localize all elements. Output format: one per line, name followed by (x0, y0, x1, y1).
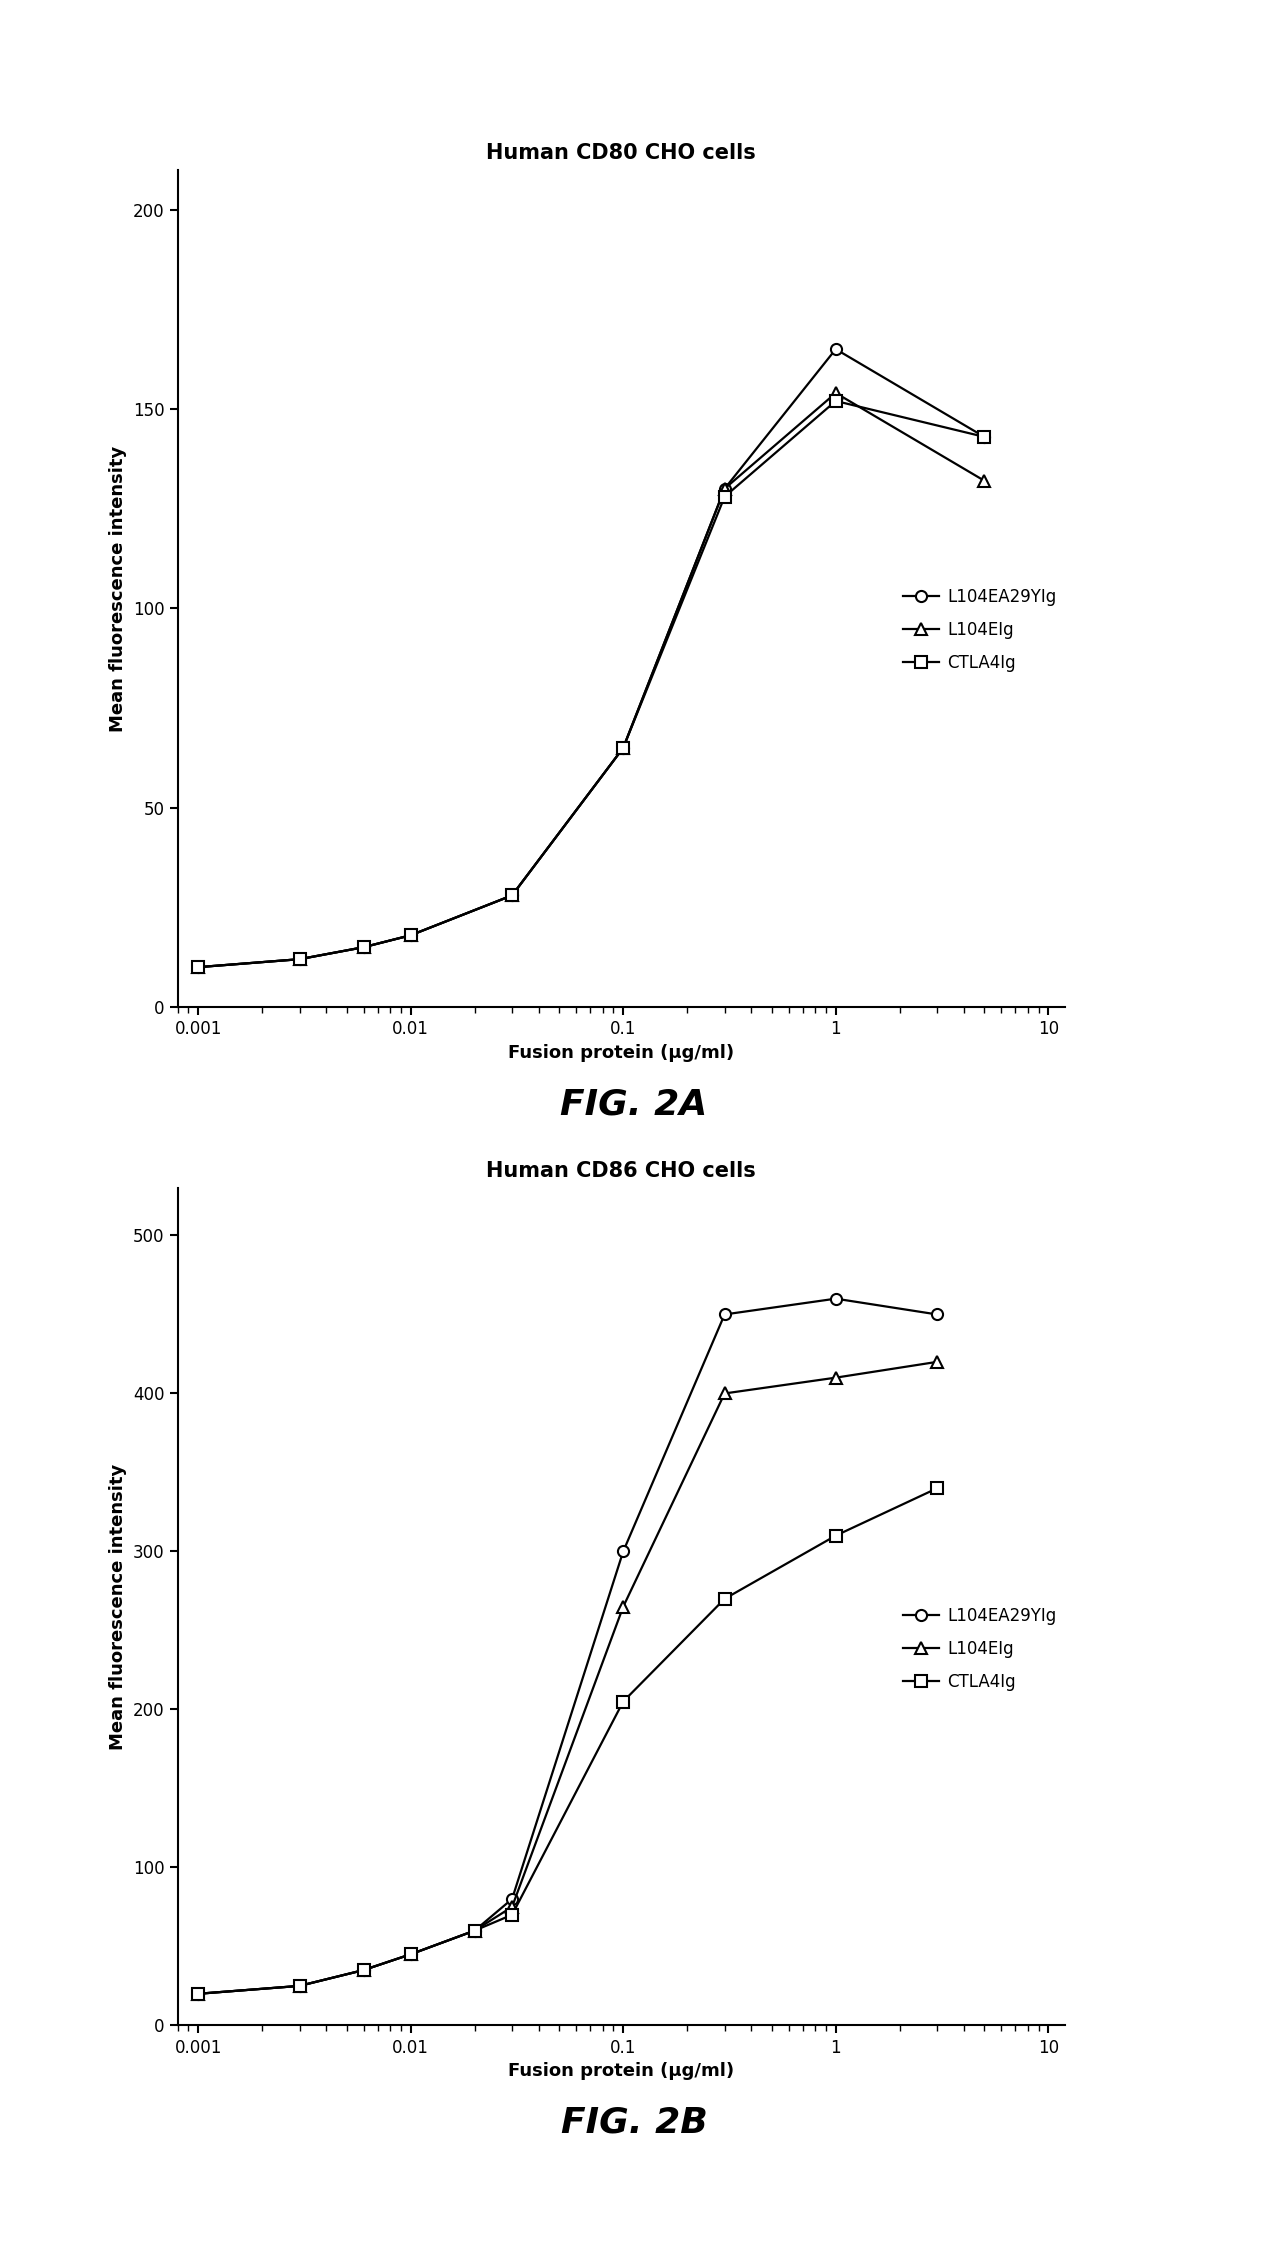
L104EA29YIg (505, 1885, 520, 1912)
L104EA29YIg (716, 1301, 732, 1328)
L104EIg (615, 733, 630, 760)
CTLA4Ig (403, 1942, 418, 1969)
L104EIg (828, 1365, 843, 1392)
L104EIg (292, 946, 307, 973)
CTLA4Ig (615, 733, 630, 760)
Title: Human CD86 CHO cells: Human CD86 CHO cells (487, 1161, 756, 1181)
L104EIg (356, 1957, 372, 1985)
Line: CTLA4Ig: CTLA4Ig (193, 1482, 942, 1998)
X-axis label: Fusion protein (μg/ml): Fusion protein (μg/ml) (508, 1043, 734, 1061)
L104EIg (403, 1942, 418, 1969)
L104EIg (716, 475, 732, 502)
Text: FIG. 2A: FIG. 2A (560, 1086, 708, 1122)
L104EIg (505, 1894, 520, 1921)
L104EIg (403, 921, 418, 948)
L104EIg (505, 883, 520, 910)
CTLA4Ig (716, 1586, 732, 1614)
L104EA29YIg (190, 1980, 205, 2007)
CTLA4Ig (615, 1688, 630, 1715)
CTLA4Ig (190, 953, 205, 980)
Y-axis label: Mean fluorescence intensity: Mean fluorescence intensity (109, 446, 127, 731)
Line: CTLA4Ig: CTLA4Ig (193, 396, 990, 973)
CTLA4Ig (292, 946, 307, 973)
CTLA4Ig (828, 1523, 843, 1550)
L104EA29YIg (716, 475, 732, 502)
L104EA29YIg (403, 1942, 418, 1969)
Legend: L104EA29YIg, L104EIg, CTLA4Ig: L104EA29YIg, L104EIg, CTLA4Ig (903, 1607, 1056, 1690)
L104EA29YIg (828, 1285, 843, 1313)
CTLA4Ig (716, 482, 732, 509)
CTLA4Ig (292, 1973, 307, 2000)
CTLA4Ig (828, 387, 843, 414)
L104EIg (716, 1380, 732, 1408)
L104EIg (356, 935, 372, 962)
CTLA4Ig (976, 423, 992, 450)
L104EA29YIg (356, 1957, 372, 1985)
L104EA29YIg (828, 335, 843, 362)
L104EA29YIg (976, 423, 992, 450)
CTLA4Ig (929, 1475, 945, 1503)
L104EIg (615, 1593, 630, 1620)
Text: FIG. 2B: FIG. 2B (560, 2105, 708, 2141)
L104EA29YIg (615, 733, 630, 760)
CTLA4Ig (505, 1901, 520, 1928)
Line: L104EIg: L104EIg (193, 387, 990, 973)
Line: L104EA29YIg: L104EA29YIg (193, 344, 990, 973)
L104EA29YIg (403, 921, 418, 948)
L104EA29YIg (356, 935, 372, 962)
CTLA4Ig (356, 1957, 372, 1985)
L104EA29YIg (292, 1973, 307, 2000)
L104EA29YIg (292, 946, 307, 973)
L104EIg (292, 1973, 307, 2000)
CTLA4Ig (467, 1917, 482, 1944)
L104EA29YIg (467, 1917, 482, 1944)
CTLA4Ig (190, 1980, 205, 2007)
Line: L104EA29YIg: L104EA29YIg (193, 1292, 942, 1998)
CTLA4Ig (356, 935, 372, 962)
Legend: L104EA29YIg, L104EIg, CTLA4Ig: L104EA29YIg, L104EIg, CTLA4Ig (903, 588, 1056, 672)
L104EA29YIg (615, 1539, 630, 1566)
L104EIg (976, 466, 992, 493)
L104EIg (467, 1917, 482, 1944)
Line: L104EIg: L104EIg (193, 1356, 942, 1998)
CTLA4Ig (403, 921, 418, 948)
CTLA4Ig (505, 883, 520, 910)
X-axis label: Fusion protein (μg/ml): Fusion protein (μg/ml) (508, 2062, 734, 2080)
L104EIg (929, 1349, 945, 1376)
L104EIg (190, 953, 205, 980)
L104EA29YIg (929, 1301, 945, 1328)
Title: Human CD80 CHO cells: Human CD80 CHO cells (487, 143, 756, 163)
L104EIg (828, 380, 843, 407)
L104EA29YIg (505, 883, 520, 910)
L104EIg (190, 1980, 205, 2007)
Y-axis label: Mean fluorescence intensity: Mean fluorescence intensity (109, 1464, 127, 1749)
L104EA29YIg (190, 953, 205, 980)
